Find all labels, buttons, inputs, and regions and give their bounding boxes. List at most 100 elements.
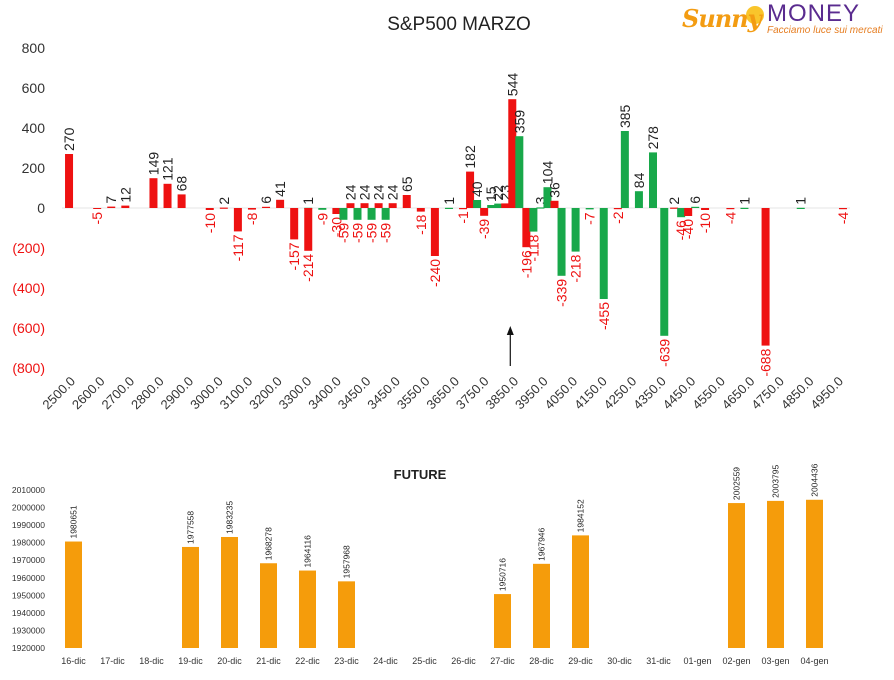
bar-data-label: -118 [525,234,541,261]
x-tick-label: 3750.0 [453,374,492,413]
bar-data-label: 149 [145,152,161,176]
bar [613,208,622,210]
future-bar-label: 1983235 [225,501,235,534]
bar [487,205,496,208]
future-bar [338,581,355,648]
bar-data-label: -40 [680,219,696,239]
bar [177,194,186,208]
bar-data-label: -240 [427,259,443,287]
future-bar [182,546,199,648]
x-tick-label: 3200.0 [246,374,285,413]
bar [529,208,538,232]
bar-data-label: 24 [342,184,358,200]
bar-data-label: 1 [300,197,316,205]
y-tick-label: (200) [12,240,45,256]
future-x-tick-label: 25-dic [412,656,437,666]
bar-data-label: -7 [582,212,598,225]
bar [459,208,468,210]
x-tick-label: 2500.0 [39,374,78,413]
bar [93,208,102,209]
bar [726,208,735,210]
x-tick-label: 2900.0 [158,374,197,413]
x-tick-label: 2700.0 [98,374,137,413]
future-bar [65,541,82,648]
x-tick-label: 4650.0 [719,374,758,413]
future-x-tick-label: 27-dic [490,656,515,666]
bar [494,203,503,208]
bar-data-label: -39 [476,219,492,239]
x-tick-label: 3450.0 [335,374,374,413]
bar [691,206,700,208]
bar [761,208,770,346]
bottom-chart-title: FUTURE [394,467,447,482]
bar-data-label: 278 [645,126,661,150]
bar-data-label: -46 [673,220,689,240]
bar [276,199,285,208]
bar [838,208,847,210]
bar [444,207,453,209]
x-tick-label: 3450.0 [364,374,403,413]
bar [585,208,594,210]
future-bar-label: 2004436 [810,463,820,496]
x-tick-label: 4450.0 [660,374,699,413]
x-tick-label: 4350.0 [630,374,669,413]
future-bar [299,570,316,648]
bar [346,203,355,208]
x-tick-label: 3650.0 [423,374,462,413]
future-bar-label: 1984152 [576,499,586,532]
bar [634,191,643,208]
bar-data-label: -30 [328,217,344,237]
bar-data-label: -59 [364,223,380,243]
bar-data-label: 24 [385,184,401,200]
bar [508,99,517,208]
x-tick-label: 3400.0 [305,374,344,413]
bar [501,203,510,208]
bar [381,208,390,220]
bar-data-label: -59 [378,223,394,243]
x-tick-label: 3550.0 [394,374,433,413]
future-x-tick-label: 26-dic [451,656,476,666]
brand-logo: Sunny MONEY Facciamo luce sui mercati [680,0,890,40]
future-bar-label: 1967946 [537,527,547,560]
future-x-tick-label: 21-dic [256,656,281,666]
x-tick-label: 4250.0 [601,374,640,413]
future-x-tick-label: 17-dic [100,656,125,666]
bar-data-label: -157 [286,242,302,270]
x-tick-label: 4750.0 [748,374,787,413]
x-tick-label: 4850.0 [778,374,817,413]
top-chart-title: S&P500 MARZO [387,14,531,35]
bar [796,207,805,209]
future-bar [494,594,511,648]
bar [536,207,545,209]
future-y-tick-label: 1950000 [12,590,45,600]
future-bar [572,535,589,648]
bar-data-label: 544 [504,73,520,97]
bar [290,208,299,240]
bar [599,208,608,299]
future-x-tick-label: 03-gen [761,656,789,666]
bar [480,208,489,216]
future-y-tick-label: 1990000 [12,520,45,530]
future-bar-label: 2003795 [771,465,781,498]
future-bar [221,536,238,648]
future-bar-label: 2002559 [732,467,742,500]
future-y-tick-label: 2010000 [12,485,45,495]
future-y-tick-label: 1920000 [12,643,45,653]
bar-data-label: -18 [413,214,429,234]
bar [339,208,348,220]
bar [332,208,341,214]
bar [402,195,411,208]
bar [620,131,629,208]
future-x-tick-label: 16-dic [61,656,86,666]
bar [660,208,669,336]
future-x-tick-label: 24-dic [373,656,398,666]
bar-data-label: -59 [335,223,351,243]
x-tick-label: 4050.0 [542,374,581,413]
bar-data-label: 84 [631,172,647,188]
future-x-tick-label: 29-dic [568,656,593,666]
x-tick-label: 2600.0 [69,374,108,413]
future-y-tick-label: 1940000 [12,608,45,618]
bar-data-label: 359 [511,110,527,134]
future-x-tick-label: 28-dic [529,656,554,666]
bar-data-label: 7 [103,196,119,204]
